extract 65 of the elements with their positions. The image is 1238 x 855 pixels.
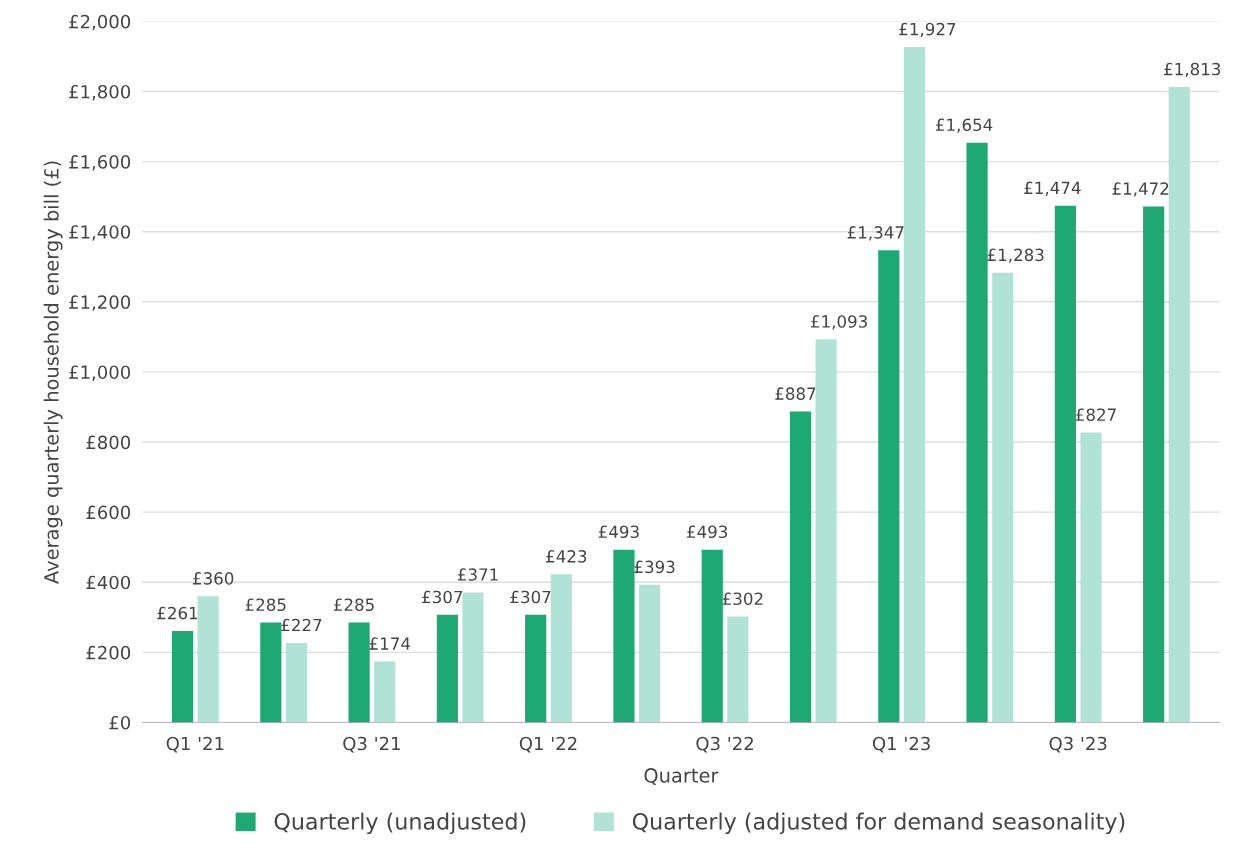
legend-label: Quarterly (unadjusted) <box>274 812 526 835</box>
bar <box>878 250 900 723</box>
bar <box>1143 206 1165 723</box>
bar <box>374 661 396 723</box>
bar <box>992 272 1014 723</box>
data-label: £1,093 <box>811 315 867 330</box>
y-tick-label: £200 <box>86 645 131 660</box>
bar <box>462 592 484 723</box>
data-label: £1,813 <box>1164 62 1221 78</box>
y-tick-label: £400 <box>86 575 131 590</box>
bar <box>525 614 547 723</box>
y-tick-label: £800 <box>86 435 131 450</box>
data-label: £493 <box>687 525 728 539</box>
legend-label: Quarterly (adjusted for demand seasonality) <box>632 812 1125 835</box>
y-tick-label: £1,800 <box>69 84 131 101</box>
data-label: £227 <box>281 618 322 632</box>
data-label: £1,347 <box>847 226 904 241</box>
y-tick-label: £1,200 <box>69 295 131 311</box>
y-tick-label: £600 <box>86 505 131 520</box>
data-label: £261 <box>157 606 198 620</box>
data-label: £1,472 <box>1112 182 1169 197</box>
bar <box>1054 205 1076 723</box>
y-axis-title: Average quarterly household energy bill (£) <box>43 161 63 584</box>
data-label: £887 <box>775 387 816 400</box>
y-tick-label: £2,000 <box>69 14 131 31</box>
data-label: £493 <box>598 525 639 539</box>
bar <box>1168 86 1190 723</box>
data-label: £371 <box>457 568 498 581</box>
x-tick-label: Q3 '21 <box>343 736 400 753</box>
data-label: £285 <box>245 598 286 612</box>
y-tick-label: £1,600 <box>69 155 131 171</box>
bar <box>260 622 282 723</box>
data-label: £307 <box>422 590 463 604</box>
y-tick-label: £1,400 <box>69 225 131 241</box>
bar <box>789 411 812 723</box>
x-tick-label: Q1 '21 <box>166 736 224 753</box>
x-tick-label: Q3 '23 <box>1049 736 1107 753</box>
bar <box>613 549 635 723</box>
data-label: £423 <box>546 550 587 563</box>
data-label: £360 <box>193 572 234 585</box>
bar <box>903 46 925 723</box>
bar <box>197 596 219 723</box>
data-label: £1,927 <box>899 22 956 38</box>
bar <box>285 642 308 723</box>
data-label: £285 <box>333 598 374 612</box>
data-label: £827 <box>1075 408 1116 422</box>
bar <box>436 614 458 723</box>
bar <box>966 142 988 723</box>
data-label: £1,474 <box>1024 181 1081 196</box>
bar <box>701 549 723 723</box>
bar <box>815 339 837 723</box>
y-tick-label: £0 <box>109 715 131 730</box>
x-tick-label: Q1 '23 <box>872 736 930 753</box>
bar <box>638 584 661 723</box>
bar <box>348 622 370 723</box>
x-axis-title: Quarter <box>644 768 719 786</box>
bar <box>727 616 749 723</box>
x-tick-label: Q3 '22 <box>696 736 753 753</box>
bar <box>550 574 572 723</box>
y-tick-label: £1,000 <box>69 365 131 381</box>
bar <box>171 630 194 723</box>
data-label: £1,654 <box>935 118 993 133</box>
data-label: £307 <box>510 590 551 604</box>
bar <box>1080 432 1102 723</box>
x-tick-label: Q1 '22 <box>519 736 577 753</box>
